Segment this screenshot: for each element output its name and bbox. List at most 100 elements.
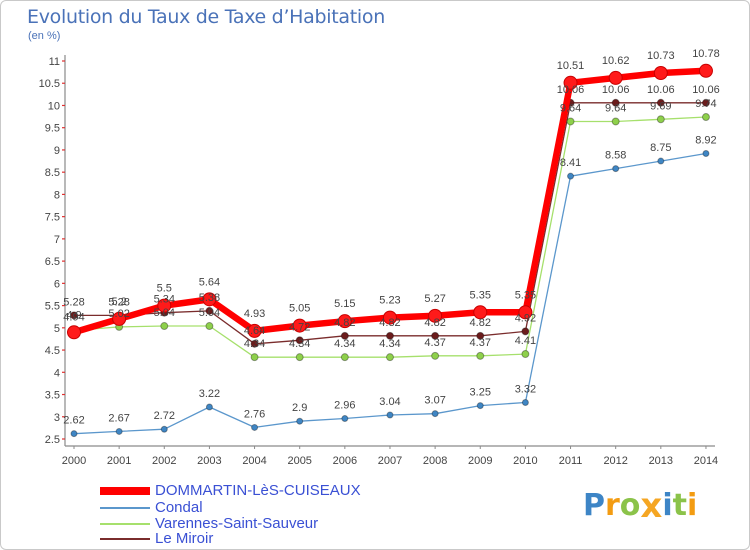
data-label-varennes: 9.69: [650, 100, 671, 112]
data-label-le-miroir: 4.82: [334, 317, 355, 329]
x-tick-label: 2005: [287, 455, 311, 467]
legend-swatch-condal: [100, 507, 150, 509]
data-point-dommartin: [698, 63, 713, 78]
data-label-varennes: 9.74: [695, 98, 716, 110]
y-tick-label: 9: [54, 145, 60, 157]
data-label-dommartin: 5.35: [470, 289, 491, 301]
data-point-le-miroir: [295, 336, 304, 345]
data-point-dommartin: [608, 70, 623, 85]
data-point-le-miroir: [431, 331, 440, 340]
data-point-dommartin: [382, 310, 397, 325]
logo-letter: x: [640, 486, 663, 526]
data-label-dommartin: 10.73: [647, 50, 675, 62]
data-label-varennes: 4.34: [244, 338, 265, 350]
y-tick-label: 5: [54, 323, 60, 335]
data-label-varennes: 5.04: [199, 307, 220, 319]
data-label-condal: 3.07: [424, 395, 445, 407]
data-point-varennes: [250, 353, 259, 362]
y-tick-label: 2.5: [45, 434, 60, 446]
y-tick-label: 5.5: [45, 301, 60, 313]
data-label-condal: 8.58: [605, 150, 626, 162]
data-label-le-miroir: 4.92: [515, 312, 536, 324]
legend-label-dommartin: DOMMARTIN-LèS-CUISEAUX: [155, 482, 361, 499]
data-label-varennes: 4.94: [63, 311, 84, 323]
data-label-le-miroir: 10.06: [647, 84, 675, 96]
logo-letter: i: [662, 488, 673, 523]
data-point-condal: [251, 423, 259, 431]
y-tick-label: 4.5: [45, 345, 60, 357]
data-point-condal: [521, 399, 529, 407]
data-point-condal: [612, 165, 620, 173]
data-label-le-miroir: 5.38: [199, 292, 220, 304]
y-tick-label: 7: [54, 234, 60, 246]
y-tick-label: 4: [54, 367, 60, 379]
y-tick-label: 3.5: [45, 390, 60, 402]
data-label-le-miroir: 10.06: [692, 84, 720, 96]
data-point-condal: [567, 172, 575, 180]
x-tick-label: 2009: [468, 455, 492, 467]
y-tick-label: 3: [54, 412, 60, 424]
data-label-dommartin: 10.51: [557, 60, 585, 72]
data-label-le-miroir: 4.64: [244, 325, 265, 337]
data-point-varennes: [295, 353, 304, 362]
data-label-varennes: 4.41: [515, 335, 536, 347]
proxiti-logo[interactable]: Proxiti: [583, 484, 697, 526]
logo-letter: o: [619, 488, 641, 523]
data-label-condal: 3.25: [470, 387, 491, 399]
data-point-condal: [205, 403, 213, 411]
data-label-le-miroir: 5.34: [154, 294, 175, 306]
y-tick-label: 8.5: [45, 167, 60, 179]
x-tick-label: 2012: [603, 455, 627, 467]
data-label-varennes: 5.02: [108, 308, 129, 320]
data-point-condal: [386, 411, 394, 419]
data-point-le-miroir: [476, 331, 485, 340]
data-point-dommartin: [112, 311, 127, 326]
data-point-varennes: [205, 322, 214, 331]
data-point-varennes: [656, 115, 665, 124]
data-point-condal: [70, 430, 78, 438]
data-label-dommartin: 5.64: [199, 276, 220, 288]
data-label-le-miroir: 10.06: [557, 84, 585, 96]
data-point-dommartin: [653, 66, 668, 81]
data-point-varennes: [611, 117, 620, 126]
data-label-condal: 3.04: [379, 396, 400, 408]
data-point-le-miroir: [385, 331, 394, 340]
data-label-dommartin: 5.35: [515, 289, 536, 301]
data-point-varennes: [431, 351, 440, 360]
data-point-condal: [341, 415, 349, 423]
legend-item-varennes: Varennes-Saint-Sauveur: [100, 515, 400, 532]
data-label-le-miroir: 10.06: [602, 84, 630, 96]
data-label-condal: 2.62: [63, 415, 84, 427]
y-tick-label: 11: [49, 56, 60, 68]
data-point-dommartin: [563, 75, 578, 90]
y-tick-label: 7.5: [45, 212, 60, 224]
x-tick-label: 2002: [152, 455, 176, 467]
data-point-le-miroir: [701, 98, 710, 107]
logo-letter: t: [672, 488, 687, 523]
data-label-condal: 2.76: [244, 408, 265, 420]
data-label-dommartin: 5.15: [334, 298, 355, 310]
y-tick-label: 6.5: [45, 256, 60, 268]
data-point-condal: [296, 417, 304, 425]
x-tick-label: 2007: [378, 455, 402, 467]
data-label-condal: 2.96: [334, 400, 355, 412]
data-label-dommartin: 5.05: [289, 303, 310, 315]
data-point-le-miroir: [521, 327, 530, 336]
data-label-dommartin: 5.23: [379, 295, 400, 307]
data-label-varennes: 9.64: [605, 102, 626, 114]
x-tick-label: 2000: [62, 455, 86, 467]
logo-letter: P: [583, 488, 605, 523]
data-label-dommartin: 5.27: [424, 293, 445, 305]
legend-swatch-dommartin: [100, 487, 150, 495]
data-point-le-miroir: [250, 339, 259, 348]
legend-item-condal: Condal: [100, 499, 400, 516]
data-label-condal: 8.92: [695, 134, 716, 146]
legend-label-le-miroir: Le Miroir: [155, 530, 214, 547]
data-label-le-miroir: 4.82: [379, 317, 400, 329]
x-tick-label: 2014: [694, 455, 718, 467]
data-label-condal: 3.22: [199, 388, 220, 400]
data-point-dommartin: [473, 305, 488, 320]
y-tick-label: 10: [48, 100, 60, 112]
data-label-condal: 8.41: [560, 157, 581, 169]
